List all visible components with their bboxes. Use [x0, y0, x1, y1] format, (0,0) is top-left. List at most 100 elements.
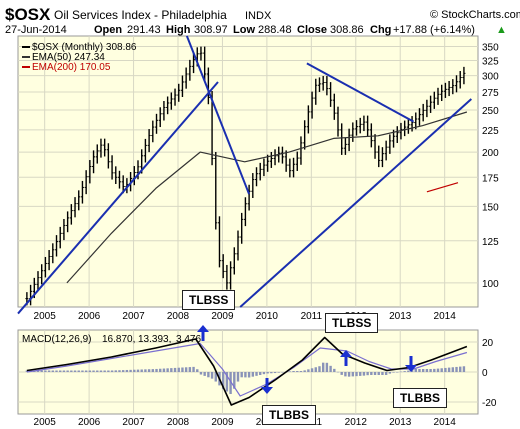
macd-histogram-bar [40, 370, 43, 372]
macd-histogram-bar [151, 369, 155, 372]
macd-histogram-bar [221, 372, 225, 389]
macd-histogram-bar [255, 372, 258, 376]
macd-legend-v1: 16.870, [102, 334, 135, 345]
macd-histogram-bar [73, 370, 77, 372]
macd-y-tick-label: -20 [482, 398, 497, 409]
macd-histogram-bar [447, 367, 451, 372]
macd-histogram-bar [303, 370, 306, 372]
arrow-tlbss-2011-icon [340, 350, 352, 357]
macd-histogram-bar [377, 372, 380, 375]
exchange: INDX [245, 10, 272, 22]
macd-histogram-bar [55, 370, 58, 372]
macd-histogram-bar [196, 369, 199, 372]
low-value: 288.48 [258, 24, 292, 36]
macd-histogram-bar [84, 370, 88, 372]
price-panel [17, 35, 479, 308]
macd-histogram-bar [96, 370, 99, 372]
macd-histogram-bar [462, 366, 466, 372]
macd-histogram-bar [210, 372, 214, 379]
macd-histogram-bar [418, 369, 421, 372]
close-label: Close [297, 24, 327, 36]
macd-histogram-bar [407, 370, 410, 372]
macd-y-tick-label: 0 [482, 368, 488, 379]
callout-tlbss-2008: TLBSS [182, 290, 236, 310]
price-x-tick-label: 2006 [78, 311, 101, 322]
macd-histogram-bar [359, 372, 362, 376]
macd-histogram-bar [107, 370, 110, 372]
macd-histogram-bar [129, 369, 132, 372]
macd-histogram-bar [344, 372, 347, 377]
macd-histogram-bar [277, 372, 280, 373]
open-value: 291.43 [127, 24, 161, 36]
macd-x-tick-label: 2008 [167, 417, 190, 428]
macd-histogram-bar [233, 372, 236, 389]
macd-histogram-bar [162, 368, 166, 372]
macd-histogram-bar [214, 372, 217, 382]
price-y-tick-label: 100 [482, 279, 499, 290]
price-x-tick-label: 2005 [34, 311, 57, 322]
macd-histogram-bar [192, 366, 195, 372]
macd-histogram-bar [299, 371, 303, 372]
macd-histogram-bar [433, 368, 436, 372]
macd-histogram-bar [281, 372, 284, 373]
macd-histogram-bar [436, 368, 440, 372]
source-credit: © StockCharts.com [430, 9, 520, 21]
price-x-tick-label: 2010 [256, 311, 279, 322]
legend-ema50: EMA(50) 247.34 [32, 52, 105, 63]
price-y-tick-label: 275 [482, 88, 499, 99]
macd-histogram-bar [336, 371, 340, 373]
price-y-tick-label: 150 [482, 202, 499, 213]
close-value: 308.86 [330, 24, 364, 36]
macd-histogram-bar [199, 372, 203, 375]
open-label: Open [94, 24, 122, 36]
macd-histogram-bar [292, 371, 295, 372]
macd-histogram-bar [170, 368, 173, 372]
macd-histogram-bar [414, 369, 417, 372]
macd-histogram-bar [314, 367, 317, 372]
macd-x-tick-label: 2009 [211, 417, 234, 428]
macd-histogram-bar [99, 370, 103, 372]
legend-ema200: EMA(200) 170.05 [32, 62, 111, 73]
callout-tlbbs-2013: TLBBS [393, 388, 447, 408]
macd-histogram-bar [259, 372, 262, 375]
macd-x-tick-label: 2014 [434, 417, 457, 428]
price-y-tick-label: 350 [482, 42, 499, 53]
macd-histogram-bar [444, 367, 447, 372]
macd-histogram-bar [270, 372, 273, 374]
macd-histogram-bar [262, 372, 266, 375]
price-y-tick-label: 175 [482, 173, 499, 184]
macd-x-tick-label: 2005 [34, 417, 57, 428]
macd-histogram-bar [147, 369, 151, 372]
macd-x-tick-label: 2012 [345, 417, 368, 428]
macd-histogram-bar [347, 372, 351, 377]
price-y-tick-label: 225 [482, 126, 499, 137]
price-y-tick-label: 200 [482, 148, 499, 159]
chg-label: Chg [370, 24, 391, 36]
macd-histogram-bar [455, 366, 458, 372]
price-x-tick-label: 2007 [122, 311, 145, 322]
macd-histogram-bar [384, 372, 388, 375]
macd-histogram-bar [136, 369, 140, 372]
arrow-tlbss-2008-icon [197, 325, 209, 332]
macd-histogram-bar [125, 369, 129, 372]
symbol: $OSX [5, 5, 51, 24]
macd-histogram-bar [133, 369, 136, 372]
macd-histogram-bar [62, 370, 66, 372]
callout-tlbbs-2009: TLBBS [262, 405, 316, 425]
macd-histogram-bar [203, 372, 206, 376]
macd-histogram-bar [288, 371, 292, 372]
macd-histogram-bar [251, 372, 255, 377]
high-value: 308.97 [194, 24, 228, 36]
macd-histogram-bar [399, 371, 403, 373]
ema200-line [426, 182, 459, 193]
macd-y-tick-label: 20 [482, 338, 494, 349]
macd-histogram-bar [325, 362, 329, 372]
macd-histogram-bar [184, 367, 188, 372]
macd-x-tick-label: 2007 [122, 417, 145, 428]
trendline [239, 98, 473, 308]
macd-histogram-bar [351, 372, 355, 377]
macd-histogram-bar [144, 369, 147, 372]
macd-histogram-bar [310, 368, 314, 372]
macd-histogram-bar [81, 370, 84, 372]
macd-histogram-bar [118, 370, 121, 372]
